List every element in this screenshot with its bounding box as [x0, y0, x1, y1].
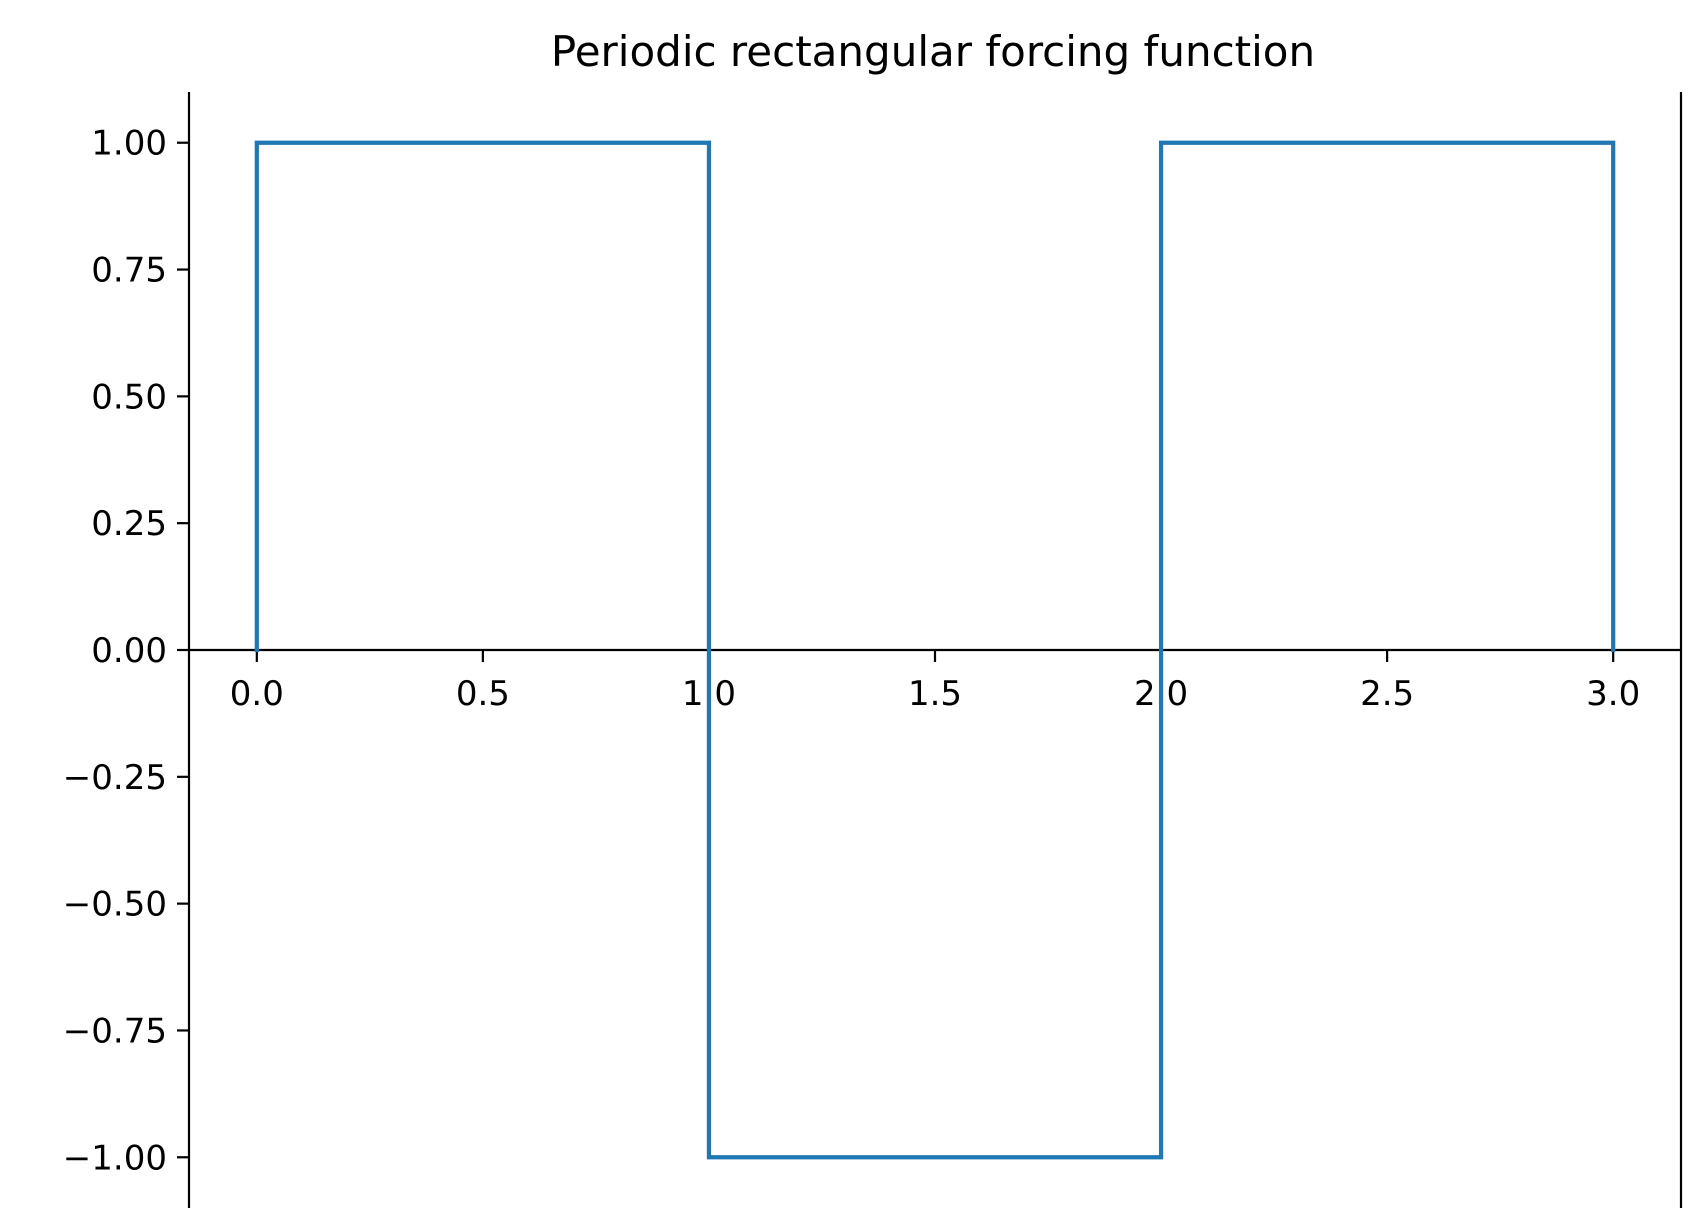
y-tick-label: 0.50 [91, 377, 167, 417]
y-tick-label: 0.75 [91, 251, 167, 291]
y-tick-label: 1.00 [91, 124, 167, 164]
y-tick-label: 0.25 [91, 504, 167, 544]
y-tick-label: −1.00 [63, 1138, 167, 1178]
x-tick-label: 1.5 [908, 674, 962, 714]
y-tick-label: −0.75 [63, 1011, 167, 1051]
y-tick-label: −0.50 [63, 885, 167, 925]
chart-title: Periodic rectangular forcing function [551, 27, 1315, 76]
x-tick-label: 0.5 [456, 674, 510, 714]
x-tick-label: 0.0 [230, 674, 284, 714]
x-tick-label: 3.0 [1586, 674, 1640, 714]
y-axis-ticks: 1.00 0.75 0.50 0.25 0.00 −0.25 −0.50 −0.75 −1.00 [63, 124, 189, 1178]
x-tick-label: 2.5 [1360, 674, 1414, 714]
series-line [254, 140, 1616, 1160]
series-layer [254, 140, 1616, 1160]
y-tick-label: −0.25 [63, 758, 167, 798]
y-tick-label: 0.00 [91, 631, 167, 671]
